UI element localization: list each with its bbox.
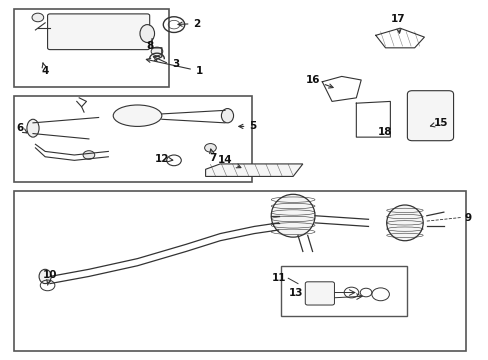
Text: 14: 14 <box>217 156 241 168</box>
Bar <box>14 96 251 182</box>
Text: 13: 13 <box>288 288 302 297</box>
Text: 2: 2 <box>178 18 200 28</box>
Text: 1: 1 <box>146 58 203 76</box>
Text: 6: 6 <box>16 123 27 133</box>
Text: 4: 4 <box>41 63 49 76</box>
Text: 7: 7 <box>209 149 216 163</box>
Text: 18: 18 <box>377 127 392 137</box>
Ellipse shape <box>27 119 39 137</box>
Ellipse shape <box>101 18 125 42</box>
Polygon shape <box>205 164 302 176</box>
Ellipse shape <box>140 24 154 42</box>
Text: 12: 12 <box>154 154 172 163</box>
Text: 8: 8 <box>146 41 153 51</box>
Ellipse shape <box>39 269 51 284</box>
Circle shape <box>32 13 43 22</box>
Text: 3: 3 <box>172 59 180 69</box>
Circle shape <box>204 144 216 152</box>
Text: 9: 9 <box>463 212 470 222</box>
Ellipse shape <box>386 205 422 241</box>
Ellipse shape <box>113 105 162 126</box>
Text: 5: 5 <box>238 121 256 131</box>
Bar <box>281 266 407 316</box>
Circle shape <box>83 151 95 159</box>
Text: 10: 10 <box>42 270 57 285</box>
FancyBboxPatch shape <box>47 14 149 50</box>
Text: 15: 15 <box>429 118 447 128</box>
Ellipse shape <box>271 194 314 237</box>
FancyBboxPatch shape <box>305 282 334 305</box>
FancyBboxPatch shape <box>407 91 453 141</box>
Bar <box>14 9 169 87</box>
Bar <box>14 191 465 351</box>
Text: 16: 16 <box>305 75 332 88</box>
Ellipse shape <box>221 109 233 123</box>
Text: 11: 11 <box>271 273 285 283</box>
Text: 17: 17 <box>389 14 404 33</box>
Circle shape <box>151 47 163 56</box>
